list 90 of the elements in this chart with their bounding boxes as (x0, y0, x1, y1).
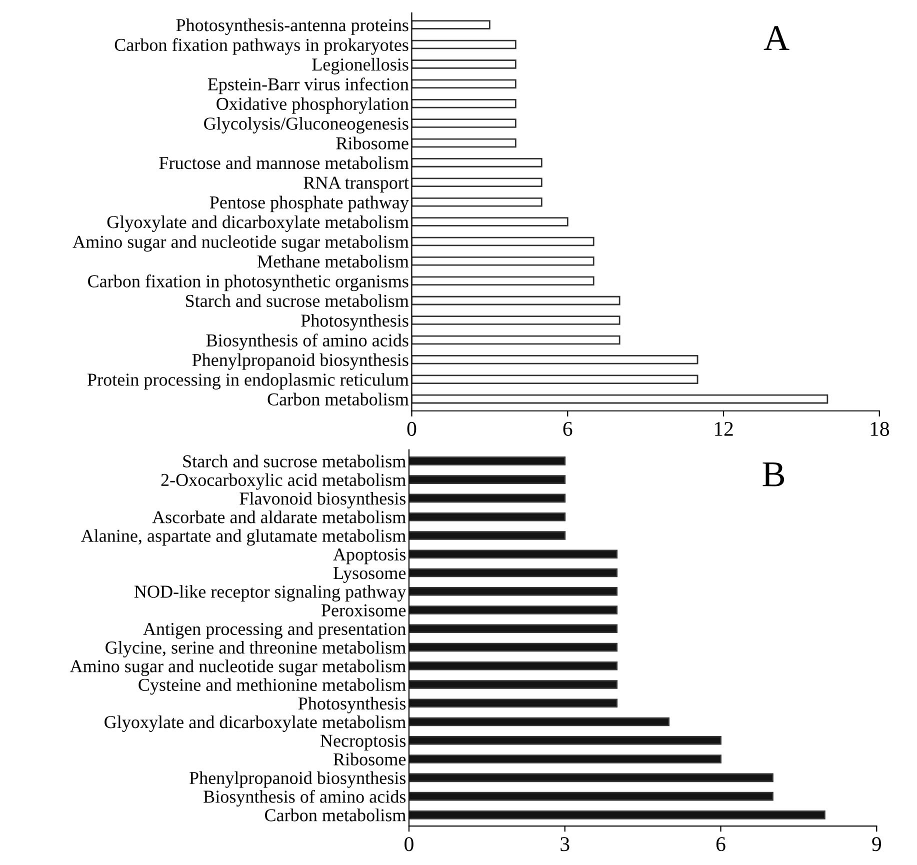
y-tick-label: NOD-like receptor signaling pathway (134, 585, 406, 602)
y-tick-label: Biosynthesis of amino acids (204, 790, 406, 807)
bar (408, 773, 774, 782)
bar (408, 568, 618, 578)
bar (408, 642, 618, 652)
bar (408, 680, 618, 689)
bar (412, 276, 594, 286)
bar (408, 550, 618, 559)
y-tick-label: Apoptosis (333, 548, 406, 564)
y-tick-label: Ribosome (336, 136, 408, 150)
bar (408, 586, 618, 596)
x-tick-label: 6 (563, 422, 572, 436)
y-tick-label: Pentose phosphate pathway (210, 196, 409, 212)
y-tick-label: Protein processing in endoplasmic reticulum (88, 373, 409, 390)
bar (412, 335, 620, 345)
y-tick-label: Glyoxylate and dicarboxylate metabolism (107, 216, 409, 232)
y-tick-label: Starch and sucrose metabolism (183, 454, 406, 468)
y-tick-label: Photosynthesis (301, 314, 408, 330)
bar (412, 178, 542, 188)
bar (412, 197, 542, 207)
y-tick-label: Carbon metabolism (268, 392, 409, 406)
y-tick-label: Cysteine and methionine metabolism (138, 678, 406, 695)
y-tick-label: Lysosome (333, 567, 406, 583)
y-tick-label: Amino sugar and nucleotide sugar metabolism (70, 660, 406, 676)
bar (412, 79, 516, 89)
bar (412, 316, 620, 325)
bar (412, 256, 594, 266)
bar (408, 494, 566, 503)
bar (408, 717, 670, 726)
bar (412, 40, 516, 50)
y-tick-label: Flavonoid biosynthesis (240, 492, 406, 508)
y-tick-label: Epstein-Barr virus infection (208, 78, 409, 94)
bar (408, 606, 618, 614)
y-tick-label: Phenylpropanoid biosynthesis (190, 771, 406, 788)
bar (412, 296, 620, 306)
bar (412, 394, 828, 404)
y-tick-label: Amino sugar and nucleotide sugar metabolism (72, 235, 409, 252)
y-tick-label: Peroxisome (321, 604, 406, 616)
bar (412, 60, 516, 69)
y-tick-label: Ribosome (333, 752, 406, 766)
y-tick-label: Antigen processing and presentation (143, 622, 406, 639)
y-tick-label: RNA transport (304, 176, 409, 192)
bar (412, 138, 516, 148)
bar (408, 698, 618, 708)
bar (412, 20, 490, 30)
x-tick-label: 3 (560, 837, 570, 852)
y-tick-label: Carbon fixation in photosynthetic organisms (88, 274, 408, 292)
x-tick-label: 12 (714, 422, 733, 436)
y-tick-label: Methane metabolism (258, 254, 409, 268)
y-tick-label: Glycolysis/Gluconeogenesis (204, 117, 408, 134)
bar (408, 810, 826, 820)
y-tick-label: Oxidative phosphorylation (216, 97, 409, 114)
bar (412, 158, 542, 168)
annotation: A (764, 26, 790, 50)
y-tick-label: Carbon fixation pathways in prokaryotes (114, 38, 408, 55)
bar (408, 475, 566, 484)
bar (408, 624, 618, 634)
y-tick-label: Legionellosis (312, 58, 408, 74)
y-tick-label: Glycine, serine and threonine metabolism (106, 640, 406, 658)
y-tick-label: 2-Oxocarboxylic acid metabolism (161, 473, 406, 490)
y-tick-label: Starch and sucrose metabolism (186, 294, 409, 308)
annotation: B (762, 462, 784, 486)
bar (408, 531, 566, 540)
y-tick-label: Fructose and mannose metabolism (159, 156, 409, 170)
bar (412, 236, 594, 246)
bar (408, 754, 722, 764)
bar (412, 118, 516, 128)
x-tick-label: 18 (870, 422, 890, 436)
x-tick-label: 9 (872, 837, 882, 852)
x-tick-label: 0 (404, 837, 414, 852)
bar (408, 512, 566, 522)
bar (408, 456, 566, 466)
y-tick-label: Glyoxylate and dicarboxylate metabolism (104, 715, 406, 732)
bar (408, 792, 774, 801)
bar (412, 374, 698, 384)
x-tick-label: 0 (407, 422, 416, 436)
bar (412, 98, 516, 108)
y-tick-label: Carbon metabolism (265, 808, 406, 822)
bar (408, 661, 618, 670)
x-tick-label: 6 (716, 837, 726, 852)
y-tick-label: Photosynthesis-antenna proteins (176, 18, 408, 35)
y-tick-label: Alanine, aspartate and glutamate metabolism (80, 529, 406, 546)
y-tick-label: Photosynthesis (298, 696, 406, 714)
y-tick-label: Phenylpropanoid biosynthesis (192, 353, 408, 370)
y-tick-label: Ascorbate and aldarate metabolism (152, 510, 406, 524)
bar (412, 217, 568, 226)
bar (412, 355, 698, 364)
bar (408, 736, 722, 745)
y-tick-label: Necroptosis (320, 734, 406, 750)
y-tick-label: Biosynthesis of amino acids (206, 334, 408, 350)
